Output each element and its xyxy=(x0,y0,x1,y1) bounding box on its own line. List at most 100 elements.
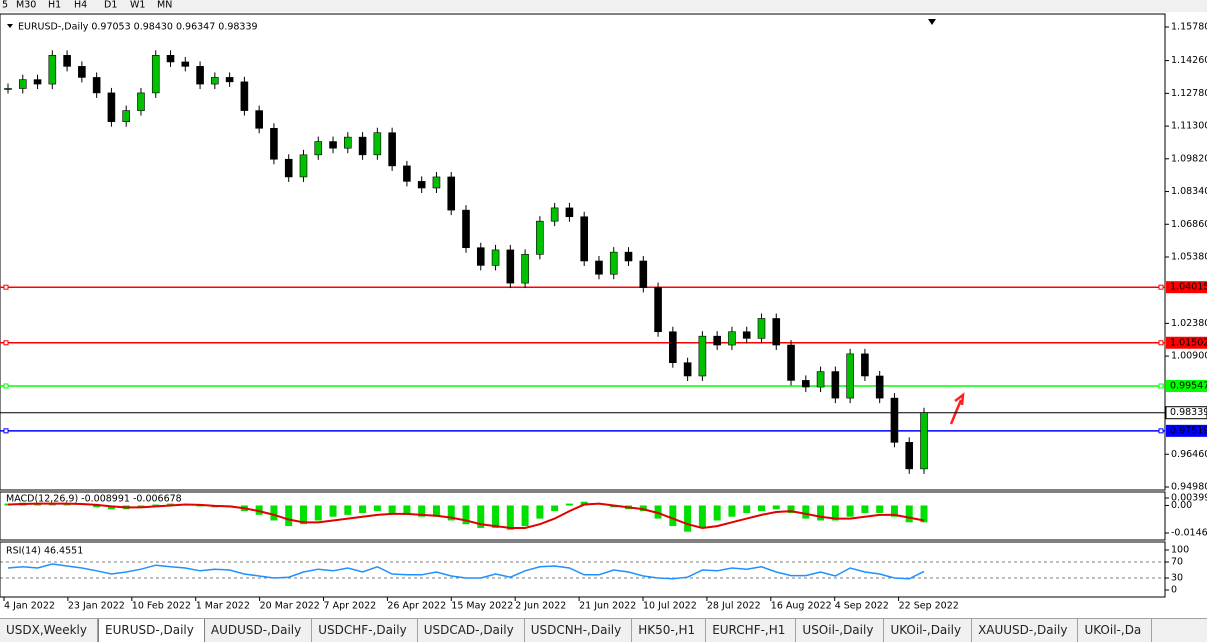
rsi-panel xyxy=(0,541,1166,598)
rsi-header: RSI(14) 46.4551 xyxy=(6,546,83,557)
x-tick-label: 10 Feb 2022 xyxy=(132,601,191,612)
shift-marker xyxy=(928,19,936,25)
y-tick-label: -0.01469 xyxy=(1171,528,1207,539)
timeframe-button[interactable]: MN xyxy=(157,0,172,11)
macd-bar xyxy=(492,505,500,528)
y-tick-label: 100 xyxy=(1171,545,1189,556)
timeframe-button[interactable]: H4 xyxy=(74,0,87,11)
chart-tab[interactable]: AUDUSD-,Daily xyxy=(205,619,313,642)
level-label-bg xyxy=(1166,336,1207,349)
y-tick-label: 1.11300 xyxy=(1171,121,1207,132)
candle-body xyxy=(920,412,928,470)
macd-bar xyxy=(93,505,101,508)
macd-bar xyxy=(418,505,426,517)
chart-tab[interactable]: EURUSD-,Daily xyxy=(98,619,205,642)
macd-bar xyxy=(669,505,677,527)
candle-body xyxy=(4,88,12,90)
candle-body xyxy=(432,176,441,189)
candle-body xyxy=(639,260,648,288)
chart-tab[interactable]: HK50-,H1 xyxy=(632,619,707,642)
y-tick-label: 0.94980 xyxy=(1171,482,1207,493)
macd-signal xyxy=(7,502,925,529)
candle-body xyxy=(757,318,766,339)
macd-bar xyxy=(757,505,765,512)
x-tick-label: 20 Mar 2022 xyxy=(260,601,320,612)
level-handle xyxy=(3,383,9,389)
x-tick-label: 23 Jan 2022 xyxy=(68,601,125,612)
candle-body xyxy=(875,375,884,399)
chart-tab[interactable]: UKOil-,Daily xyxy=(884,619,973,642)
macd-bar xyxy=(713,505,721,521)
timeframe-button[interactable]: 5 xyxy=(2,0,8,11)
candle-body xyxy=(92,77,101,94)
chart-tab[interactable]: USDCAD-,Daily xyxy=(418,619,525,642)
candle-body xyxy=(742,331,751,339)
x-tick-label: 10 Jul 2022 xyxy=(643,601,697,612)
macd-bar xyxy=(787,505,795,513)
candle-body xyxy=(388,132,396,167)
candle-body xyxy=(78,66,86,78)
level-label: 0.98339 xyxy=(1170,407,1207,418)
candle-body xyxy=(33,79,42,85)
level-label-bg xyxy=(1165,406,1207,420)
level-handle xyxy=(1158,340,1164,346)
candle-body xyxy=(669,331,677,364)
chart-tab[interactable]: USOil-,Daily xyxy=(796,619,885,642)
x-tick-label: 7 Apr 2022 xyxy=(324,601,377,612)
candle-body xyxy=(151,55,160,94)
macd-bar xyxy=(477,505,485,528)
chart-tab[interactable]: EURCHF-,H1 xyxy=(706,619,797,642)
macd-bar xyxy=(447,505,455,521)
candle-body xyxy=(462,209,470,249)
level-label: 0.99547 xyxy=(1170,380,1207,391)
x-tick-label: 4 Jan 2022 xyxy=(4,601,55,612)
y-tick-label: 0.00 xyxy=(1171,500,1192,511)
y-tick-label: 1.08340 xyxy=(1171,186,1207,197)
timeframe-button[interactable]: H1 xyxy=(48,0,61,11)
chart-tab[interactable]: USDCHF-,Daily xyxy=(312,619,418,642)
terminal-chart: EURUSD-,Daily 0.97053 0.98430 0.96347 0.… xyxy=(0,0,1207,612)
x-tick-label: 22 Sep 2022 xyxy=(899,601,959,612)
macd-bar xyxy=(876,505,884,513)
toolbar xyxy=(0,0,1207,12)
candle-body xyxy=(447,176,456,211)
candle-body xyxy=(63,55,71,67)
candle-body xyxy=(580,216,588,262)
x-tick-label: 15 May 2022 xyxy=(451,601,513,612)
candle-body xyxy=(787,344,795,381)
chart-tab[interactable]: USDX,Weekly xyxy=(0,619,98,642)
chart-tab[interactable]: UKOil-,Da xyxy=(1078,619,1153,642)
candle-body xyxy=(683,362,692,377)
y-tick-label: 1.00900 xyxy=(1171,351,1207,362)
candle-body xyxy=(284,158,293,178)
candle-body xyxy=(329,141,337,149)
candle-body xyxy=(521,254,529,284)
x-tick-label: 1 Mar 2022 xyxy=(196,601,250,612)
chart-tab[interactable]: XAUUSD-,Daily xyxy=(972,619,1079,642)
x-tick-label: 28 Jul 2022 xyxy=(707,601,761,612)
candle-body xyxy=(890,397,899,443)
macd-bar xyxy=(506,505,514,530)
timeframe-button[interactable]: D1 xyxy=(104,0,117,11)
macd-bar xyxy=(802,505,810,519)
macd-bar xyxy=(743,505,751,513)
candle-body xyxy=(595,260,603,275)
chart-tab[interactable]: USDCNH-,Daily xyxy=(525,619,633,642)
candle-body xyxy=(624,251,633,262)
candle-body xyxy=(358,136,367,156)
candle-body xyxy=(344,136,352,149)
candle-body xyxy=(299,154,308,178)
macd-header: MACD(12,26,9) -0.008991 -0.006678 xyxy=(6,494,182,505)
timeframe-button[interactable]: M30 xyxy=(16,0,36,11)
macd-bar xyxy=(684,505,692,532)
candle-body xyxy=(802,380,810,388)
candle-body xyxy=(166,55,175,63)
candle-body xyxy=(816,371,825,388)
candle-body xyxy=(18,79,27,89)
candle-body xyxy=(654,287,662,333)
candle-body xyxy=(831,371,840,399)
candle-body xyxy=(107,92,116,122)
timeframe-button[interactable]: W1 xyxy=(130,0,145,11)
candle-body xyxy=(550,207,559,222)
